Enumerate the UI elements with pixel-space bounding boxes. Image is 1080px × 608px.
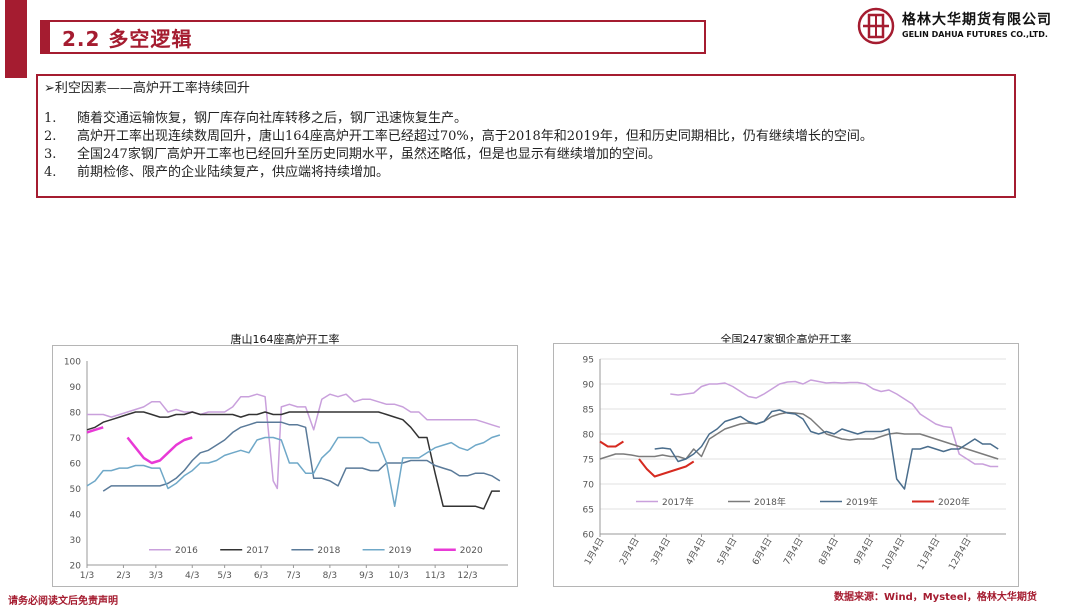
point-number: 3. <box>44 147 57 162</box>
point-number: 1. <box>44 111 57 126</box>
x-tick-label: 3/3 <box>149 571 163 581</box>
series-line <box>86 426 104 434</box>
series-line <box>599 411 999 460</box>
y-tick-label: 60 <box>583 531 595 541</box>
legend-label: 2020年 <box>938 496 970 508</box>
x-tick-label: 8月4日 <box>817 536 841 567</box>
series-line <box>126 436 193 465</box>
point-number: 2. <box>44 129 57 144</box>
x-tick-label: 3月4日 <box>649 536 673 567</box>
analysis-point: 2. 高炉开工率出现连续数周回升，唐山164座高炉开工率已经超过70%，高于20… <box>44 128 1006 146</box>
x-tick-label: 12/3 <box>457 571 477 581</box>
y-tick-label: 70 <box>583 481 595 491</box>
x-tick-label: 6/3 <box>254 571 268 581</box>
series-line <box>599 440 624 448</box>
y-tick-label: 80 <box>583 431 595 441</box>
y-tick-label: 90 <box>70 383 82 393</box>
y-tick-label: 85 <box>583 406 594 416</box>
x-tick-label: 7月4日 <box>781 536 805 567</box>
x-tick-label: 9/3 <box>359 571 373 581</box>
y-tick-label: 30 <box>70 536 82 546</box>
x-tick-label: 7/3 <box>286 571 300 581</box>
x-tick-label: 5/3 <box>217 571 231 581</box>
x-tick-label: 2月4日 <box>617 536 641 567</box>
company-name-cn: 格林大华期货有限公司 <box>902 12 1052 28</box>
legend-label: 2019年 <box>846 496 878 508</box>
legend-label: 2019 <box>389 546 412 556</box>
x-tick-label: 10/3 <box>389 571 409 581</box>
chart-canvas-tangshan: 20 30 40 50 60 70 80 90 100 1/3 2/3 3/3 4/3 5/3 6/3 7/3… <box>64 358 508 581</box>
x-tick-label: 1/3 <box>80 571 94 581</box>
y-tick-label: 90 <box>583 381 595 391</box>
series-line <box>87 393 501 490</box>
y-tick-label: 100 <box>64 358 81 368</box>
analysis-point: 3. 全国247家钢厂高炉开工率也已经回升至历史同期水平，虽然还略低，但是也显示… <box>44 146 1006 164</box>
x-tick-label: 6月4日 <box>750 536 774 567</box>
point-number: 4. <box>44 165 57 180</box>
x-tick-label: 2/3 <box>116 571 130 581</box>
disclaimer-note: 请务必阅读文后免责声明 <box>8 596 118 607</box>
series-line <box>86 434 501 508</box>
point-text: 随着交通运输恢复，钢厂库存向社库转移之后，钢厂迅速恢复生产。 <box>77 111 468 126</box>
x-tick-label: 11月4日 <box>915 536 942 572</box>
chart-title-tangshan: 唐山164座高炉开工率 <box>230 333 340 346</box>
analysis-text-box: ➢利空因素——高炉开工率持续回升 1. 随着交通运输恢复，钢厂库存向社库转移之后… <box>36 74 1016 198</box>
x-tick-label: 5月4日 <box>715 536 739 567</box>
legend-label: 2020 <box>460 546 483 556</box>
analysis-headline: ➢利空因素——高炉开工率持续回升 <box>44 81 250 96</box>
legend-label: 2017年 <box>662 496 694 508</box>
y-tick-label: 80 <box>70 409 82 419</box>
x-tick-label: 10月4日 <box>880 536 907 572</box>
x-tick-label: 4月4日 <box>684 536 708 567</box>
legend-label: 2016 <box>175 546 198 556</box>
y-tick-label: 20 <box>70 562 82 572</box>
section-title-box: 2.2 多空逻辑 <box>40 20 706 54</box>
x-tick-label: 4/3 <box>185 571 199 581</box>
y-tick-label: 60 <box>70 460 82 470</box>
analysis-point: 4. 前期检修、限产的企业陆续复产，供应端将持续增加。 <box>44 164 1006 182</box>
y-tick-label: 70 <box>70 434 82 444</box>
y-tick-label: 50 <box>70 485 82 495</box>
x-tick-label: 8/3 <box>323 571 337 581</box>
point-text: 前期检修、限产的企业陆续复产，供应端将持续增加。 <box>77 165 390 180</box>
x-tick-label: 11/3 <box>425 571 445 581</box>
legend-label: 2017 <box>246 546 269 556</box>
data-source-note: 数据来源：Wind，Mysteel，格林大华期货 <box>834 592 1037 603</box>
y-tick-label: 95 <box>583 356 594 366</box>
series-line <box>670 379 999 468</box>
series-line <box>638 458 695 478</box>
chart-national-blast-furnace: 60 65 70 75 80 85 90 95 1月4日 2月4日 3月4日 4月4日 5月4日 6月4日… <box>553 343 1019 587</box>
chart-canvas-national: 60 65 70 75 80 85 90 95 1月4日 2月4日 3月4日 4月4日 5月4日 6月4日… <box>582 356 1006 572</box>
y-tick-label: 75 <box>583 456 594 466</box>
series-line <box>654 409 999 490</box>
x-tick-label: 1月4日 <box>582 536 606 567</box>
x-tick-label: 12月4日 <box>946 536 973 572</box>
chart-tangshan-blast-furnace: 20 30 40 50 60 70 80 90 100 1/3 2/3 3/3 4/3 5/3 6/3 7/3… <box>52 345 518 587</box>
point-text: 高炉开工率出现连续数周回升，唐山164座高炉开工率已经超过70%，高于2018年… <box>77 129 873 144</box>
x-tick-label: 9月4日 <box>852 536 876 567</box>
page-title: 2.2 多空逻辑 <box>62 26 193 51</box>
y-tick-label: 40 <box>70 511 82 521</box>
chart-title-national: 全国247家钢企高炉开工率 <box>720 333 852 346</box>
y-tick-label: 65 <box>583 506 594 516</box>
series-line <box>86 411 500 510</box>
company-name-en: GELIN DAHUA FUTURES CO.,LTD. <box>902 30 1048 39</box>
legend-label: 2018 <box>317 546 340 556</box>
analysis-point: 1. 随着交通运输恢复，钢厂库存向社库转移之后，钢厂迅速恢复生产。 <box>44 110 1006 128</box>
company-logo: 格林大华期货有限公司 GELIN DAHUA FUTURES CO.,LTD. <box>856 6 1070 46</box>
point-text: 全国247家钢厂高炉开工率也已经回升至历史同期水平，虽然还略低，但是也显示有继续… <box>77 147 661 162</box>
series-line <box>102 421 501 492</box>
company-seal-icon <box>857 7 895 45</box>
legend-label: 2018年 <box>754 496 786 508</box>
section-accent-bar <box>5 0 27 78</box>
